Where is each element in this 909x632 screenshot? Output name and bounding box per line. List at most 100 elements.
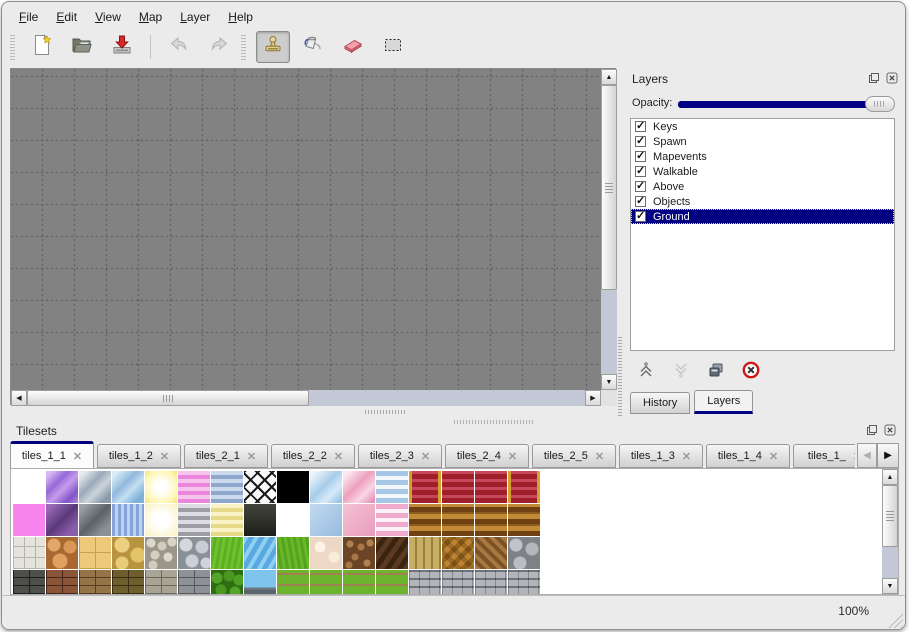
open-button[interactable] bbox=[65, 31, 99, 63]
save-button[interactable] bbox=[105, 31, 139, 63]
horizontal-splitter[interactable] bbox=[10, 407, 616, 416]
tile-swatch[interactable] bbox=[211, 537, 243, 569]
tile-swatch[interactable] bbox=[277, 471, 309, 503]
tile-swatch[interactable] bbox=[376, 504, 408, 536]
tab-close-icon[interactable]: ✕ bbox=[681, 450, 692, 463]
panel-tab-history[interactable]: History bbox=[630, 392, 691, 414]
splitter-grip[interactable] bbox=[618, 336, 622, 416]
tileset-vertical-scrollbar[interactable]: ▲ ▼ bbox=[882, 469, 898, 594]
tile-swatch[interactable] bbox=[442, 504, 474, 536]
tile-swatch[interactable] bbox=[277, 570, 309, 594]
layer-visibility-checkbox[interactable]: ✓ bbox=[635, 120, 646, 132]
new-file-button[interactable] bbox=[25, 31, 59, 63]
tile-swatch[interactable] bbox=[46, 504, 78, 536]
vertical-splitter[interactable] bbox=[617, 68, 622, 416]
scroll-right-button[interactable]: ▶ bbox=[585, 390, 601, 406]
fill-tool-button[interactable] bbox=[296, 31, 330, 63]
tile-swatch[interactable] bbox=[145, 537, 177, 569]
menu-item-map[interactable]: Map bbox=[138, 10, 163, 24]
tile-swatch[interactable] bbox=[145, 471, 177, 503]
tile-swatch[interactable] bbox=[409, 504, 441, 536]
tile-swatch[interactable] bbox=[508, 504, 540, 536]
layer-row-mapevents[interactable]: ✓ Mapevents bbox=[631, 149, 894, 164]
tile-swatch[interactable] bbox=[244, 537, 276, 569]
tile-swatch[interactable] bbox=[46, 570, 78, 594]
tileset-tab-tiles_1_4[interactable]: tiles_1_4 ✕ bbox=[706, 444, 790, 468]
panel-tab-layers[interactable]: Layers bbox=[694, 390, 754, 414]
menu-item-file[interactable]: File bbox=[19, 10, 39, 24]
menu-item-view[interactable]: View bbox=[95, 10, 121, 24]
map-canvas[interactable] bbox=[11, 69, 601, 390]
tile-swatch[interactable] bbox=[508, 471, 540, 503]
tileset-tab-tiles_2_1[interactable]: tiles_2_1 ✕ bbox=[184, 444, 268, 468]
tile-swatch[interactable] bbox=[211, 504, 243, 536]
move-layer-down-button[interactable] bbox=[668, 358, 694, 382]
tile-swatch[interactable] bbox=[244, 471, 276, 503]
scroll-down-button[interactable]: ▼ bbox=[601, 374, 617, 390]
tile-swatch[interactable] bbox=[376, 537, 408, 569]
close-panel-icon[interactable] bbox=[883, 423, 897, 437]
tab-close-icon[interactable]: ✕ bbox=[853, 450, 855, 463]
tile-swatch[interactable] bbox=[13, 570, 45, 594]
tile-swatch[interactable] bbox=[112, 537, 144, 569]
tile-swatch[interactable] bbox=[475, 537, 507, 569]
tile-swatch[interactable] bbox=[112, 504, 144, 536]
layer-row-above[interactable]: ✓ Above bbox=[631, 179, 894, 194]
tile-swatch[interactable] bbox=[79, 537, 111, 569]
layer-row-objects[interactable]: ✓ Objects bbox=[631, 194, 894, 209]
tab-close-icon[interactable]: ✕ bbox=[768, 450, 779, 463]
tile-swatch[interactable] bbox=[475, 570, 507, 594]
menu-item-layer[interactable]: Layer bbox=[180, 10, 211, 24]
horizontal-scroll-thumb[interactable] bbox=[27, 390, 309, 406]
duplicate-layer-button[interactable] bbox=[703, 358, 729, 382]
close-panel-icon[interactable] bbox=[885, 71, 899, 85]
tile-swatch[interactable] bbox=[409, 537, 441, 569]
tile-swatch[interactable] bbox=[244, 504, 276, 536]
tab-close-icon[interactable]: ✕ bbox=[72, 450, 83, 463]
tileset-tab-tiles_1_3[interactable]: tiles_1_3 ✕ bbox=[619, 444, 703, 468]
tile-swatch[interactable] bbox=[508, 570, 540, 594]
layer-visibility-checkbox[interactable]: ✓ bbox=[635, 195, 646, 207]
float-panel-icon[interactable] bbox=[865, 423, 879, 437]
layer-row-keys[interactable]: ✓ Keys bbox=[631, 119, 894, 134]
tile-swatch[interactable] bbox=[508, 537, 540, 569]
tile-swatch[interactable] bbox=[79, 570, 111, 594]
tile-swatch[interactable] bbox=[310, 504, 342, 536]
tile-swatch[interactable] bbox=[112, 570, 144, 594]
window-resize-grip[interactable] bbox=[885, 610, 903, 628]
tab-close-icon[interactable]: ✕ bbox=[159, 450, 170, 463]
layer-visibility-checkbox[interactable]: ✓ bbox=[635, 165, 646, 177]
tab-close-icon[interactable]: ✕ bbox=[420, 450, 431, 463]
layer-row-spawn[interactable]: ✓ Spawn bbox=[631, 134, 894, 149]
tile-swatch[interactable] bbox=[409, 570, 441, 594]
tile-swatch[interactable] bbox=[442, 471, 474, 503]
tab-close-icon[interactable]: ✕ bbox=[594, 450, 605, 463]
tile-swatch[interactable] bbox=[475, 471, 507, 503]
tile-swatch[interactable] bbox=[13, 504, 45, 536]
tile-swatch[interactable] bbox=[211, 570, 243, 594]
tab-scroll-right-button[interactable]: ▶ bbox=[877, 443, 899, 468]
tile-swatch[interactable] bbox=[178, 471, 210, 503]
float-panel-icon[interactable] bbox=[867, 71, 881, 85]
tile-swatch[interactable] bbox=[310, 471, 342, 503]
scroll-down-button[interactable]: ▼ bbox=[882, 578, 898, 594]
stamp-tool-button[interactable] bbox=[256, 31, 290, 63]
tile-swatch[interactable] bbox=[178, 504, 210, 536]
tools-drag-handle[interactable] bbox=[241, 34, 246, 60]
tile-swatch[interactable] bbox=[376, 471, 408, 503]
tile-swatch[interactable] bbox=[475, 504, 507, 536]
layer-row-ground[interactable]: ✓ Ground bbox=[631, 209, 894, 224]
tile-swatch[interactable] bbox=[13, 537, 45, 569]
layer-visibility-checkbox[interactable]: ✓ bbox=[635, 180, 646, 192]
layer-visibility-checkbox[interactable]: ✓ bbox=[635, 150, 646, 162]
tile-swatch[interactable] bbox=[79, 504, 111, 536]
tile-swatch[interactable] bbox=[112, 471, 144, 503]
tileset-tab-tiles_1_[interactable]: tiles_1_ ✕ bbox=[793, 444, 855, 468]
opacity-slider-track[interactable] bbox=[678, 101, 891, 108]
tile-swatch[interactable] bbox=[409, 471, 441, 503]
redo-button[interactable] bbox=[202, 31, 236, 63]
opacity-slider-handle[interactable] bbox=[865, 96, 895, 112]
scroll-up-button[interactable]: ▲ bbox=[882, 469, 898, 485]
tile-swatch[interactable] bbox=[442, 570, 474, 594]
tile-swatch[interactable] bbox=[277, 537, 309, 569]
